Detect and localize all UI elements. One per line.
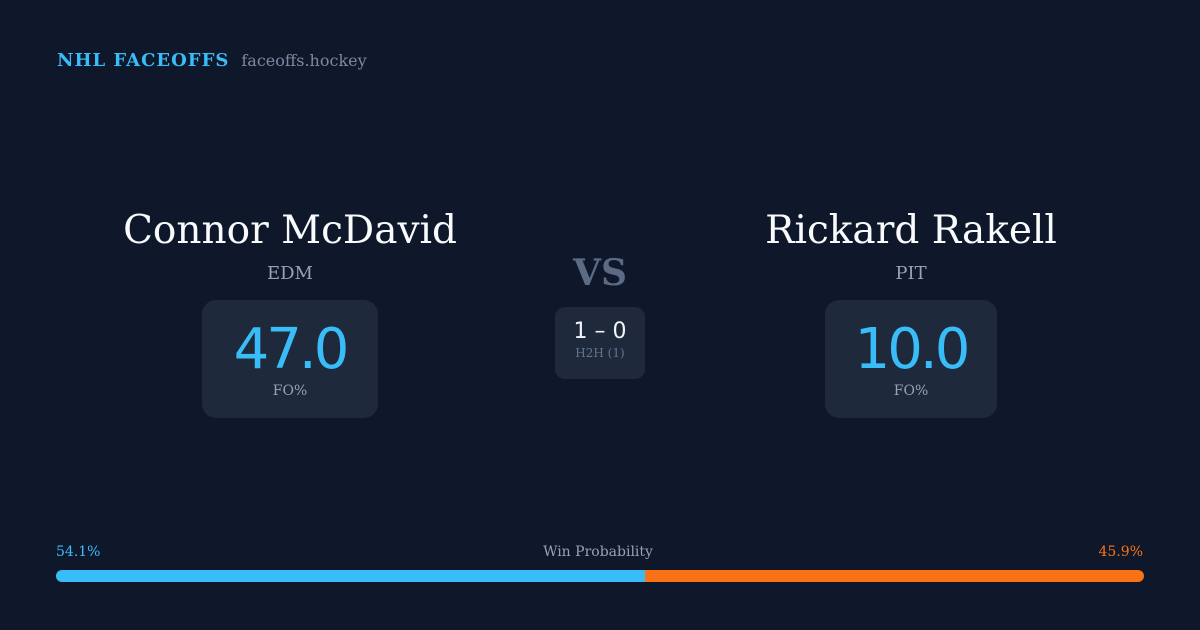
fo-card: 10.0 FO% — [825, 300, 997, 418]
win-prob-bar-right — [644, 570, 1144, 582]
h2h-score: 1 – 0 — [573, 319, 627, 344]
player-left: Connor McDavid EDM 47.0 FO% — [80, 208, 500, 418]
win-prob-right: 45.9% — [1098, 544, 1143, 560]
player-right: Rickard Rakell PIT 10.0 FO% — [701, 208, 1121, 418]
brand: NHL FACEOFFS faceoffs.hockey — [57, 50, 367, 71]
fo-value: 10.0 — [854, 317, 971, 382]
brand-url: faceoffs.hockey — [241, 51, 367, 70]
win-prob-bar — [56, 570, 1144, 582]
h2h-label: H2H (1) — [575, 346, 625, 360]
player-name: Rickard Rakell — [765, 208, 1057, 253]
player-team: PIT — [895, 263, 927, 284]
brand-title: NHL FACEOFFS — [57, 50, 230, 71]
fo-value: 47.0 — [233, 317, 350, 382]
win-prob-label: Win Probability — [543, 544, 653, 560]
fo-card: 47.0 FO% — [202, 300, 378, 418]
fo-label: FO% — [272, 383, 308, 399]
fo-label: FO% — [893, 383, 929, 399]
player-team: EDM — [266, 263, 313, 284]
player-name: Connor McDavid — [123, 208, 457, 253]
win-prob-left: 54.1% — [56, 544, 101, 560]
win-prob-bar-left — [56, 570, 645, 582]
h2h-card: 1 – 0 H2H (1) — [555, 307, 645, 379]
vs-label: VS — [573, 252, 627, 294]
